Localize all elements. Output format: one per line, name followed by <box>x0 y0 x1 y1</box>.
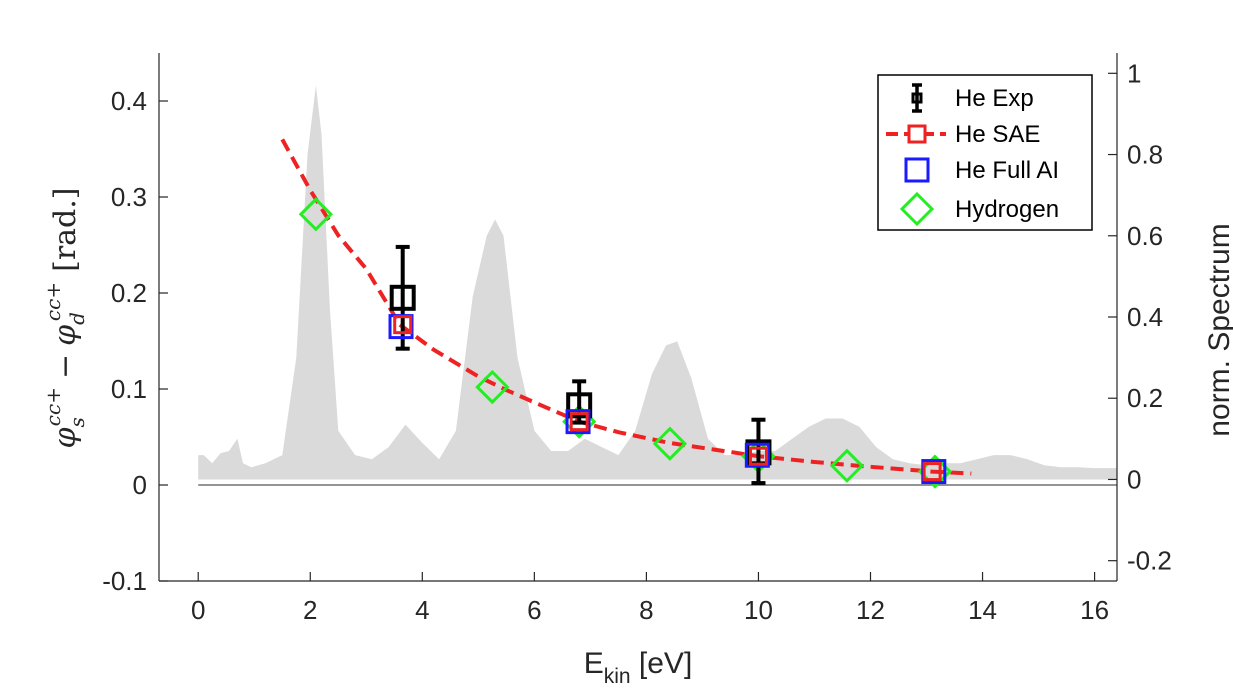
x-tick-label: 0 <box>191 595 205 625</box>
y-left-tick-label: 0.2 <box>111 278 147 308</box>
hydrogen-marker <box>652 426 688 461</box>
x-tick-label: 16 <box>1080 595 1109 625</box>
legend-item-he-full-ai: He Full AI <box>904 157 1059 184</box>
x-tick-label: 8 <box>639 595 653 625</box>
y-left-tick-label: 0.3 <box>111 182 147 212</box>
y-axis-left-title: φscc+−φdcc+[rad.] <box>41 188 89 449</box>
y-right-tick-label: 0.8 <box>1127 140 1163 170</box>
he-exp-marker <box>566 392 593 419</box>
hydrogen-marker <box>298 197 333 232</box>
y-left-tick-label: 0.1 <box>111 374 147 404</box>
x-tick-label: 6 <box>527 595 541 625</box>
tick-label-layer: 0 2 4 6 8 10 12 14 16 -0.1 0 0.1 0.2 0.3 0.4 -0.2 0 0.2 0.… <box>102 58 1172 625</box>
legend-label-he-exp: He Exp <box>955 85 1034 112</box>
y-left-tick-label: 0 <box>133 470 147 500</box>
he-sae-marker <box>569 412 589 432</box>
x-tick-label: 12 <box>856 595 885 625</box>
series-layer <box>280 138 972 489</box>
legend: He Exp He SAE He Full AI Hydrogen <box>877 74 1093 231</box>
legend-item-hydrogen: Hydrogen <box>899 191 1059 227</box>
he-full-ai-marker <box>744 442 770 468</box>
y-right-tick-label: 0 <box>1127 464 1141 494</box>
spectrum-area <box>198 85 1117 480</box>
y-left-tick-label: -0.1 <box>102 566 147 596</box>
legend-label-he-full-ai: He Full AI <box>955 157 1059 184</box>
legend-square-icon <box>907 124 927 144</box>
he-sae-marker <box>393 315 413 335</box>
y-left-tick-label: 0.4 <box>111 86 147 116</box>
hydrogen-marker <box>475 369 510 405</box>
axes-layer <box>158 53 1118 582</box>
x-tick-label: 14 <box>968 595 997 625</box>
legend-square-icon <box>904 157 930 183</box>
legend-item-he-sae: He SAE <box>886 121 1040 148</box>
spectrum-layer <box>198 85 1117 480</box>
y-axis-right-title: norm. Spectrum <box>1203 223 1233 436</box>
he-sae-marker <box>748 446 768 466</box>
x-tick-label: 2 <box>303 595 317 625</box>
hydrogen-marker <box>829 448 865 483</box>
he-sae-curve <box>280 138 972 476</box>
y-right-tick-label: 0.6 <box>1127 221 1163 251</box>
y-right-tick-label: 0.2 <box>1127 383 1163 413</box>
he-full-ai-marker <box>565 409 591 435</box>
legend-diamond-icon <box>899 191 935 227</box>
x-tick-label: 10 <box>744 595 773 625</box>
legend-label-hydrogen: Hydrogen <box>955 196 1059 223</box>
legend-label-he-sae: He SAE <box>955 121 1040 148</box>
y-right-tick-label: 0.4 <box>1127 302 1163 332</box>
x-tick-label: 4 <box>415 595 429 625</box>
he-exp-marker <box>389 284 416 311</box>
he-sae-marker <box>922 462 942 482</box>
x-axis-title: Ekin [eV] <box>584 647 693 688</box>
legend-item-he-exp: He Exp <box>911 83 1034 113</box>
y-right-tick-label: -0.2 <box>1127 546 1172 576</box>
legend-square-icon <box>911 92 923 104</box>
y-right-tick-label: 1 <box>1127 58 1141 88</box>
